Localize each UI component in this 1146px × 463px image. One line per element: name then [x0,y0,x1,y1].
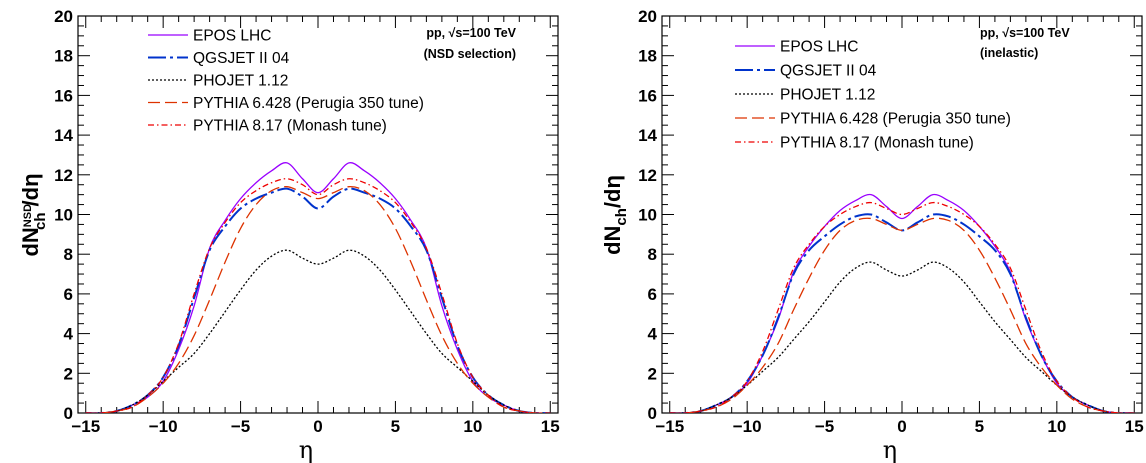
annotation-line-1: pp, √s=100 TeV [426,26,516,40]
x-axis-title: η [883,436,897,463]
y-tick-label: 2 [648,364,657,383]
x-tick-label: 10 [463,417,482,436]
y-tick-label: 18 [638,47,657,66]
x-tick-label: 0 [313,417,322,436]
x-axis-title: η [299,436,313,463]
annotation-line-2: (NSD selection) [424,47,516,61]
series-line-2 [85,187,551,413]
x-tick-label: −10 [733,417,762,436]
series-line-4 [85,186,551,413]
y-tick-label: 16 [638,86,657,105]
y-tick-label: 6 [648,285,657,304]
y-tick-label: 10 [638,206,657,225]
legend-label: PYTHIA 6.428 (Perugia 350 tune) [193,95,424,112]
x-tick-label: 15 [541,417,560,436]
y-tick-label: 16 [54,86,73,105]
y-tick-label: 6 [64,285,73,304]
legend: EPOS LHC QGSJET II 04 PHOJET 1.12 PYTHIA 6.… [735,39,1011,152]
chart-panel-2: −15 −10 −5 0 5 10 15 0 2 4 6 8 10 12 14 16 18 20 η dNch/dη E… [600,7,1144,463]
legend-label: QGSJET II 04 [780,63,877,80]
legend-label: EPOS LHC [193,28,271,45]
x-tick-label: 10 [1047,417,1066,436]
legend-label: PHOJET 1.12 [193,73,288,90]
legend-label: PYTHIA 6.428 (Perugia 350 tune) [780,111,1011,128]
legend-label: QGSJET II 04 [193,50,290,67]
x-tick-label: −15 [71,417,100,436]
y-tick-label: 8 [64,245,73,264]
y-tick-label: 14 [54,126,73,145]
series-line-1 [669,193,1135,413]
x-tick-label: 5 [975,417,984,436]
legend-label: PHOJET 1.12 [780,87,875,104]
y-tick-label: 20 [638,7,657,26]
x-tick-label: −10 [149,417,178,436]
series-line-4 [669,217,1135,413]
x-tick-label: −15 [655,417,684,436]
chart-panel-1: −15 −10 −5 0 5 10 15 0 2 4 6 8 10 12 14 16 18 20 η dNNSDch/… [18,7,560,463]
y-axis-title: dNNSDch/dη [18,173,49,256]
y-tick-label: 20 [54,7,73,26]
plot-frame [77,15,559,414]
series-line-2 [669,213,1135,413]
legend-label: EPOS LHC [780,39,858,56]
y-tick-label: 10 [54,206,73,225]
y-tick-label: 8 [648,245,657,264]
y-tick-label: 0 [648,404,657,423]
legend: EPOS LHC QGSJET II 04 PHOJET 1.12 PYTHIA 6.… [148,28,424,135]
legend-label: PYTHIA 8.17 (Monash tune) [193,118,387,135]
x-tick-label: 5 [391,417,400,436]
y-tick-label: 2 [64,364,73,383]
y-axis-title: dNch/dη [600,175,630,255]
annotation-line-2: (inelastic) [980,46,1038,60]
y-tick-label: 0 [64,404,73,423]
series-line-3 [85,249,551,413]
y-tick-label: 12 [638,166,657,185]
y-tick-label: 18 [54,47,73,66]
x-tick-label: 15 [1125,417,1144,436]
series-line-1 [85,162,551,413]
series-line-5 [669,201,1135,413]
annotation-line-1: pp, √s=100 TeV [980,26,1070,40]
x-tick-label: −5 [231,417,250,436]
y-tick-label: 4 [64,325,74,344]
y-tick-label: 4 [648,325,658,344]
series-line-5 [85,178,551,413]
x-tick-label: 0 [897,417,906,436]
y-tick-label: 14 [638,126,657,145]
plot-frame [661,15,1143,414]
x-tick-label: −5 [815,417,834,436]
y-tick-label: 12 [54,166,73,185]
legend-label: PYTHIA 8.17 (Monash tune) [780,135,974,152]
